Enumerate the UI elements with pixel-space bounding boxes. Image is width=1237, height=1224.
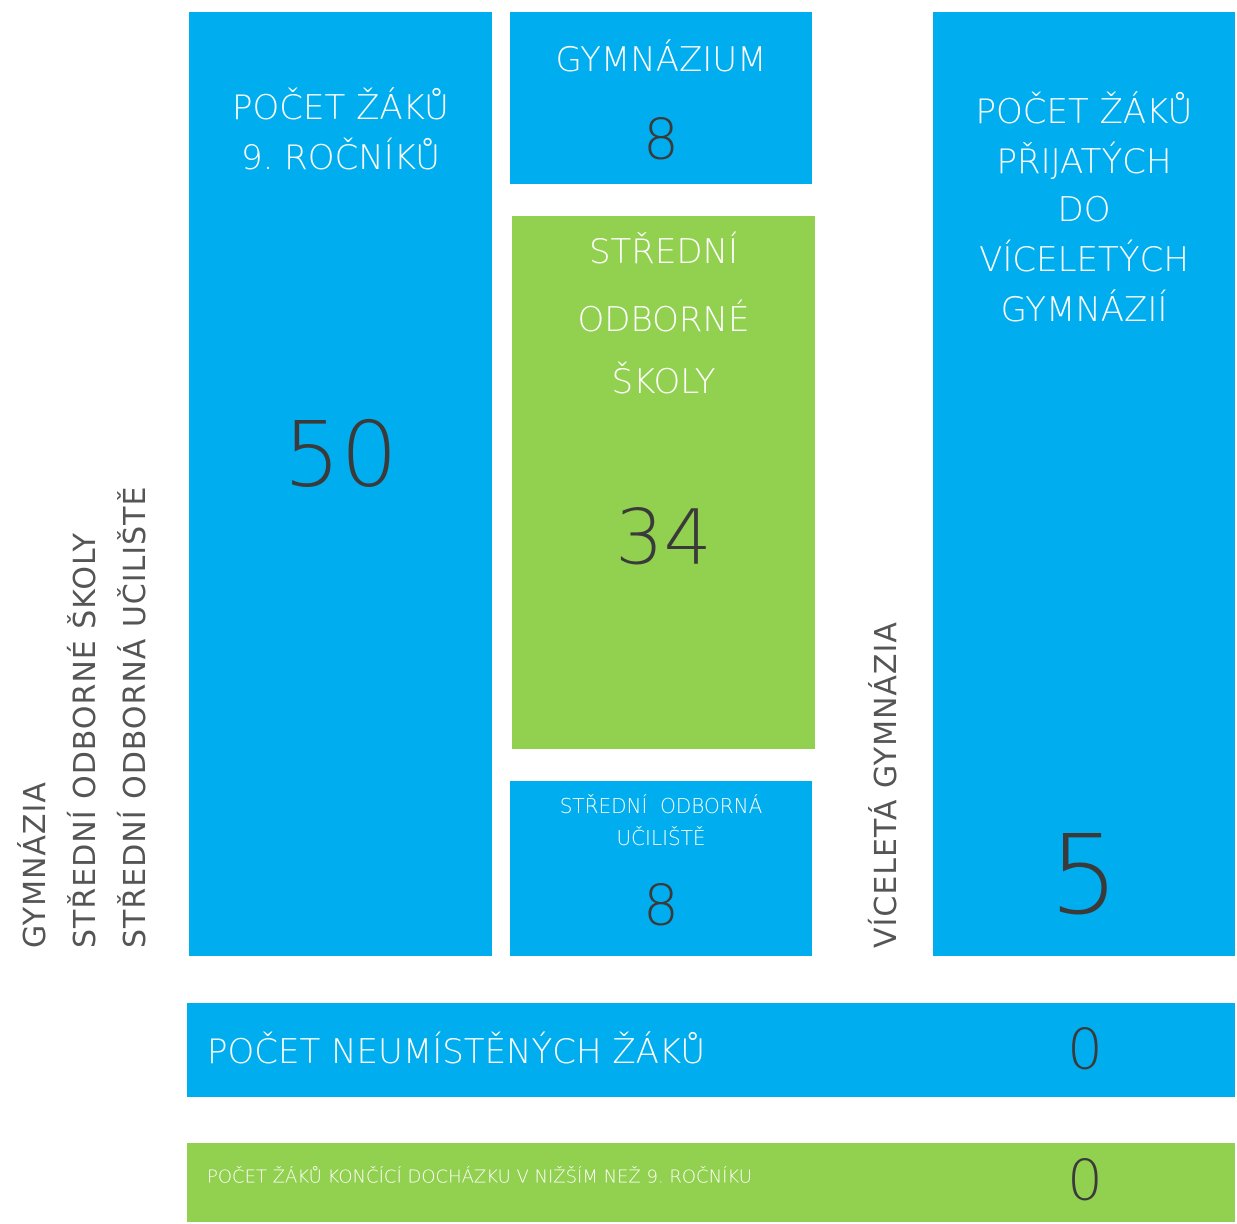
tile: GYMNÁZIUM 8 <box>510 12 812 184</box>
tile-value: 34 <box>615 492 712 582</box>
tile-title: POČET ŽÁKŮ <box>232 88 449 128</box>
bar-value: 0 <box>1067 1148 1103 1214</box>
tile-value: 8 <box>643 107 679 173</box>
side-label: STŘEDNÍ ODBORNÉ ŠKOLY <box>68 532 103 948</box>
tile-title: UČILIŠTĚ <box>616 826 706 850</box>
tile-title: STŘEDNÍ <box>588 232 739 272</box>
tile-value: 8 <box>643 873 679 939</box>
tile: POČET ŽÁKŮ 9. ROČNÍKŮ 50 <box>189 12 492 956</box>
tile: STŘEDNÍ ODBORNÉ ŠKOLY 34 <box>512 216 815 749</box>
tile: POČET ŽÁKŮ PŘIJATÝCH DO VÍCELETÝCH GYMNÁ… <box>933 12 1235 956</box>
tile-title: DO <box>1057 190 1111 230</box>
tile-title: PŘIJATÝCH <box>996 142 1172 182</box>
tile-title: ŠKOLY <box>611 362 716 402</box>
tile-title: GYMNÁZIÍ <box>1000 290 1168 330</box>
tile-title: GYMNÁZIUM <box>555 40 767 80</box>
tile-value: 5 <box>1049 811 1119 939</box>
side-label: GYMNÁZIA <box>18 781 53 948</box>
tile-title: VÍCELETÝCH <box>979 240 1189 280</box>
side-label: VÍCELETÁ GYMNÁZIA <box>869 621 904 948</box>
bar-label: POČET ŽÁKŮ KONČÍCÍ DOCHÁZKU V NIŽŠÍM NEŽ… <box>207 1166 752 1188</box>
tile: STŘEDNÍ ODBORNÁ UČILIŠTĚ 8 <box>510 781 812 956</box>
tile-title: STŘEDNÍ ODBORNÁ <box>559 794 763 818</box>
tile-title: 9. ROČNÍKŮ <box>240 138 441 178</box>
tile-value: 50 <box>283 402 398 508</box>
tile-title: POČET ŽÁKŮ <box>975 92 1193 132</box>
bar: POČET ŽÁKŮ KONČÍCÍ DOCHÁZKU V NIŽŠÍM NEŽ… <box>187 1143 1235 1222</box>
side-label: STŘEDNÍ ODBORNÁ UČILIŠTĚ <box>118 485 153 948</box>
tile-title: ODBORNÉ <box>577 300 750 340</box>
bar-label: POČET NEUMÍSTĚNÝCH ŽÁKŮ <box>207 1032 706 1072</box>
bar-value: 0 <box>1067 1017 1103 1083</box>
bar: POČET NEUMÍSTĚNÝCH ŽÁKŮ 0 <box>187 1003 1235 1097</box>
